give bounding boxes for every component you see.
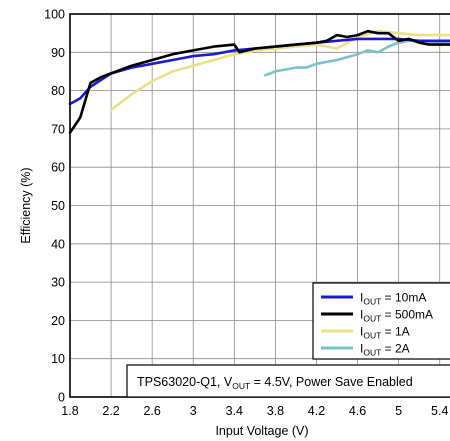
- y-tick-label: 10: [51, 352, 65, 366]
- y-tick-label: 100: [44, 8, 65, 22]
- legend-entry: IOUT = 1A: [360, 325, 410, 341]
- x-tick-label: 3.4: [226, 404, 243, 418]
- x-tick-labels: 1.8 2.2 2.6 3 3.4 3.8 4.2 4.6 5 5.4: [61, 404, 448, 418]
- x-tick-label: 5: [395, 404, 402, 418]
- legend-entry: IOUT = 500mA: [360, 308, 433, 324]
- x-tick-label: 2.2: [102, 404, 119, 418]
- y-tick-label: 30: [51, 276, 65, 290]
- y-axis-label: Efficiency (%): [19, 167, 33, 243]
- y-tick-labels: 0 10 20 30 40 50 60 70 80 90 100: [44, 8, 65, 405]
- y-tick-label: 20: [51, 314, 65, 328]
- y-tick-label: 80: [51, 84, 65, 98]
- annotation-text: TPS63020-Q1, VOUT = 4.5V, Power Save Ena…: [137, 375, 413, 391]
- legend-entry: IOUT = 10mA: [360, 291, 426, 307]
- x-tick-label: 4.2: [308, 404, 325, 418]
- x-tick-label: 4.6: [349, 404, 366, 418]
- x-tick-label: 2.6: [143, 404, 160, 418]
- series-layer: [68, 29, 450, 134]
- y-tick-label: 90: [51, 46, 65, 60]
- legend-entry: IOUT = 2A: [360, 342, 410, 358]
- x-tick-label: 3: [190, 404, 197, 418]
- annotation-frame: [126, 364, 450, 398]
- grid: [70, 14, 450, 397]
- y-tick-label: 50: [51, 199, 65, 213]
- series-line-2: [109, 29, 450, 112]
- x-tick-label: 3.8: [267, 404, 284, 418]
- y-tick-label: 0: [58, 391, 65, 405]
- y-tick-label: 60: [51, 161, 65, 175]
- x-tick-label: 1.8: [61, 404, 78, 418]
- series-line-1: [68, 29, 450, 134]
- x-tick-label: 5.4: [431, 404, 448, 418]
- y-tick-label: 40: [51, 237, 65, 251]
- annotation-box: TPS63020-Q1, VOUT = 4.5V, Power Save Ena…: [126, 364, 450, 398]
- x-axis-label: Input Voltage (V): [215, 424, 308, 438]
- y-tick-label: 70: [51, 122, 65, 136]
